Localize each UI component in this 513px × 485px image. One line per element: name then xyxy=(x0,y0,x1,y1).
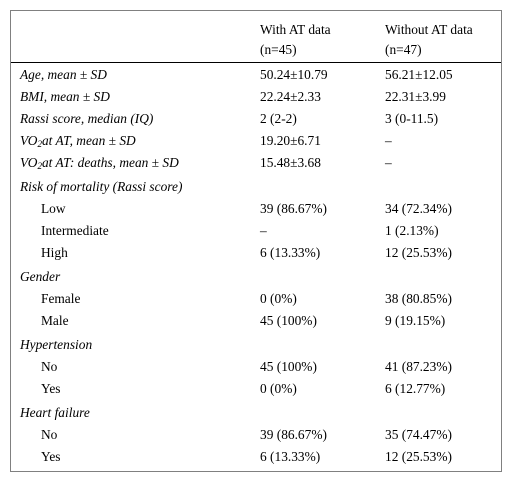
row-label-vo2-deaths-sub: 2 xyxy=(37,161,42,171)
cell-heart-failure-no-with: 39 (86.67%) xyxy=(260,427,327,442)
column-header-without-at: Without AT data (n=47) xyxy=(385,20,473,60)
table-frame xyxy=(10,10,502,472)
cell-vo2-without: – xyxy=(385,133,392,148)
cell-vo2-deaths-without: – xyxy=(385,155,392,170)
cell-risk-intermediate-without: 1 (2.13%) xyxy=(385,223,439,238)
header-divider xyxy=(11,62,501,63)
row-label-vo2-at: VO2at AT, mean ± SD xyxy=(20,133,136,149)
row-label-age: Age, mean ± SD xyxy=(20,67,107,82)
cell-heart-failure-yes-without: 12 (25.53%) xyxy=(385,449,452,464)
cell-hypertension-yes-with: 0 (0%) xyxy=(260,381,297,396)
row-label-vo2-at-sub: 2 xyxy=(37,139,42,149)
cell-rassi-without: 3 (0-11.5) xyxy=(385,111,439,126)
cell-rassi-with: 2 (2-2) xyxy=(260,111,297,126)
cell-risk-low-without: 34 (72.34%) xyxy=(385,201,452,216)
row-label-vo2-deaths: VO2at AT: deaths, mean ± SD xyxy=(20,155,179,171)
row-label-female: Female xyxy=(41,291,81,306)
section-heading-gender: Gender xyxy=(20,269,61,284)
cell-heart-failure-no-without: 35 (74.47%) xyxy=(385,427,452,442)
row-label-risk-high: High xyxy=(41,245,68,260)
cell-age-with: 50.24±10.79 xyxy=(260,67,328,82)
cell-vo2-deaths-with: 15.48±3.68 xyxy=(260,155,321,170)
row-label-vo2-deaths-pre: VO xyxy=(20,155,38,170)
cell-risk-low-with: 39 (86.67%) xyxy=(260,201,327,216)
row-label-risk-intermediate: Intermediate xyxy=(41,223,109,238)
row-label-male: Male xyxy=(41,313,69,328)
row-label-vo2-at-pre: VO xyxy=(20,133,38,148)
cell-hypertension-yes-without: 6 (12.77%) xyxy=(385,381,446,396)
column-header-without-at-n: (n=47) xyxy=(385,42,422,57)
row-label-vo2-at-post: at AT, mean ± SD xyxy=(41,133,136,148)
cell-vo2-with: 19.20±6.71 xyxy=(260,133,321,148)
section-heading-risk: Risk of mortality (Rassi score) xyxy=(20,179,183,194)
column-header-with-at-n: (n=45) xyxy=(260,42,297,57)
cell-hypertension-no-without: 41 (87.23%) xyxy=(385,359,452,374)
row-label-rassi-score: Rassi score, median (IQ) xyxy=(20,111,154,126)
column-header-with-at-title: With AT data xyxy=(260,22,331,37)
cell-bmi-with: 22.24±2.33 xyxy=(260,89,321,104)
cell-male-without: 9 (19.15%) xyxy=(385,313,446,328)
cell-female-without: 38 (80.85%) xyxy=(385,291,452,306)
cell-hypertension-no-with: 45 (100%) xyxy=(260,359,317,374)
section-heading-hypertension: Hypertension xyxy=(20,337,93,352)
row-label-risk-low: Low xyxy=(41,201,66,216)
row-label-hypertension-no: No xyxy=(41,359,58,374)
cell-heart-failure-yes-with: 6 (13.33%) xyxy=(260,449,321,464)
cell-bmi-without: 22.31±3.99 xyxy=(385,89,446,104)
row-label-bmi: BMI, mean ± SD xyxy=(20,89,110,104)
cell-age-without: 56.21±12.05 xyxy=(385,67,453,82)
cell-male-with: 45 (100%) xyxy=(260,313,317,328)
row-label-hypertension-yes: Yes xyxy=(41,381,61,396)
row-label-vo2-deaths-post: at AT: deaths, mean ± SD xyxy=(41,155,179,170)
cell-female-with: 0 (0%) xyxy=(260,291,297,306)
column-header-with-at: With AT data (n=45) xyxy=(260,20,331,60)
row-label-heart-failure-no: No xyxy=(41,427,58,442)
row-label-heart-failure-yes: Yes xyxy=(41,449,61,464)
section-heading-heart-failure: Heart failure xyxy=(20,405,90,420)
cell-risk-intermediate-with: – xyxy=(260,223,267,238)
cell-risk-high-with: 6 (13.33%) xyxy=(260,245,321,260)
cell-risk-high-without: 12 (25.53%) xyxy=(385,245,452,260)
column-header-without-at-title: Without AT data xyxy=(385,22,473,37)
